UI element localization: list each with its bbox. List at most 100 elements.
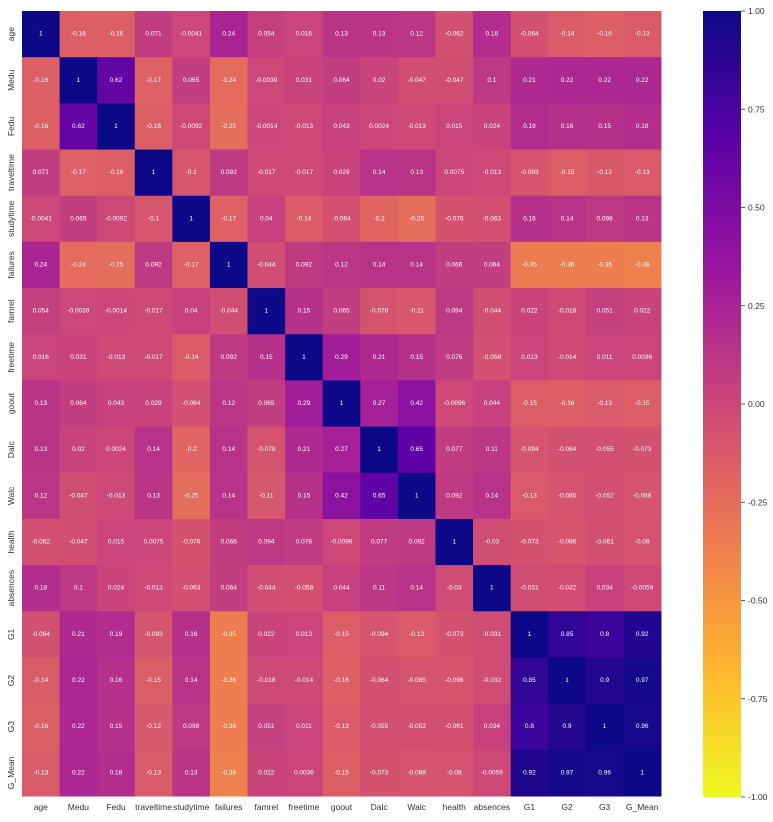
heatmap-cell xyxy=(473,703,512,751)
cell-value-label: -0.063 xyxy=(483,215,502,222)
heatmap-cell xyxy=(209,703,249,751)
heatmap-cell xyxy=(22,57,61,104)
cell-value-label: -0.11 xyxy=(410,308,425,315)
cell-value-label: -0.0092 xyxy=(105,215,127,222)
x-tick-label: goout xyxy=(331,802,353,812)
cell-value-label: -0.076 xyxy=(445,215,464,222)
heatmap-cell xyxy=(510,11,549,58)
heatmap-cell xyxy=(97,565,136,612)
heatmap-cell xyxy=(510,565,549,612)
cell-value-label: 0.022 xyxy=(258,631,275,638)
heatmap-cell xyxy=(22,518,61,566)
heatmap-cell xyxy=(134,518,173,566)
heatmap-cell xyxy=(548,657,587,705)
cell-value-label: -0.36 xyxy=(560,261,575,268)
heatmap-cell xyxy=(209,288,249,335)
heatmap-cell xyxy=(623,657,662,705)
heatmap-cell xyxy=(360,241,399,289)
cell-value-label: -0.13 xyxy=(409,631,424,638)
heatmap-cell xyxy=(59,472,98,520)
cell-value-label: 0.13 xyxy=(335,31,348,38)
cell-value-label: -0.061 xyxy=(595,539,614,546)
heatmap-cell xyxy=(59,11,98,58)
cell-value-label: 0.42 xyxy=(335,492,348,499)
heatmap-cell xyxy=(59,380,98,428)
heatmap-cell xyxy=(585,703,624,751)
cell-value-label: 0.054 xyxy=(33,308,50,315)
cell-value-label: 0.14 xyxy=(561,215,574,222)
cell-value-label: -0.064 xyxy=(370,677,389,684)
heatmap-cell xyxy=(360,288,399,335)
cell-value-label: -0.073 xyxy=(370,769,389,776)
cell-value-label: 1 xyxy=(490,585,494,592)
heatmap-cell xyxy=(97,11,136,58)
heatmap-cell xyxy=(322,241,361,289)
cell-value-label: 1 xyxy=(340,400,344,407)
heatmap-cell xyxy=(322,57,361,104)
heatmap-cell xyxy=(247,288,286,335)
cell-value-label: -0.088 xyxy=(407,769,426,776)
heatmap-cell-labels: 1 -0.16 -0.16 0.071 -0.0041 0.24 0.054 0.016 0.1… xyxy=(30,31,654,777)
cell-value-label: 0.094 xyxy=(446,308,463,315)
x-tick-label: G1 xyxy=(524,802,536,812)
cell-value-label: -0.13 xyxy=(33,769,48,776)
heatmap-cell xyxy=(322,472,361,520)
heatmap-cell xyxy=(285,518,324,566)
cell-value-label: 0.02 xyxy=(72,446,85,453)
cell-value-label: -0.17 xyxy=(71,169,86,176)
heatmap-cell xyxy=(548,565,587,612)
cell-value-label: 0.098 xyxy=(596,215,613,222)
cell-value-label: -0.044 xyxy=(483,308,502,315)
cell-value-label: 0.29 xyxy=(335,354,348,361)
cell-value-label: 0.0024 xyxy=(106,446,126,453)
cell-value-label: -0.018 xyxy=(558,308,577,315)
heatmap-cell xyxy=(548,11,587,58)
heatmap-cell xyxy=(97,657,136,705)
heatmap-cell xyxy=(22,657,61,705)
heatmap-cell xyxy=(134,57,173,104)
heatmap-cell xyxy=(585,288,624,335)
cell-value-label: 0.62 xyxy=(110,77,123,84)
cell-value-label: 0.04 xyxy=(185,308,198,315)
heatmap-cell xyxy=(585,195,624,243)
heatmap-cell xyxy=(209,149,249,197)
heatmap-cell xyxy=(510,749,549,797)
heatmap-cell xyxy=(22,149,61,197)
heatmap-cell xyxy=(548,149,587,197)
x-tick-label: absences xyxy=(474,802,510,812)
cell-value-label: 0.13 xyxy=(34,400,47,407)
heatmap-cell xyxy=(134,288,173,335)
cell-value-label: 0.064 xyxy=(70,400,87,407)
heatmap-cell xyxy=(360,103,399,151)
cell-value-label: -0.073 xyxy=(520,539,539,546)
cell-value-label: -0.16 xyxy=(560,400,575,407)
cell-value-label: 0.016 xyxy=(296,31,313,38)
heatmap-cell xyxy=(435,334,474,381)
cell-value-label: -0.03 xyxy=(447,585,462,592)
heatmap-cell xyxy=(510,149,549,197)
cell-value-label: 0.62 xyxy=(72,123,85,130)
heatmap-cell xyxy=(585,334,624,381)
cell-value-label: 1 xyxy=(415,492,419,499)
cell-value-label: 0.22 xyxy=(72,769,85,776)
heatmap-cell xyxy=(623,611,662,658)
heatmap-cell xyxy=(435,472,474,520)
heatmap-cell xyxy=(548,241,587,289)
cell-value-label: 0.15 xyxy=(260,354,273,361)
heatmap-cell xyxy=(510,472,549,520)
cell-value-label: 0.011 xyxy=(597,354,613,361)
cell-value-label: -0.0039 xyxy=(67,308,89,315)
cell-value-label: 0.65 xyxy=(410,446,423,453)
heatmap-cell xyxy=(285,472,324,520)
heatmap-cell xyxy=(172,426,211,474)
heatmap-cell xyxy=(322,611,361,658)
cell-value-label: -0.0014 xyxy=(255,123,277,130)
cell-value-label: -0.17 xyxy=(221,215,236,222)
heatmap-cell xyxy=(22,611,61,658)
cell-value-label: -0.12 xyxy=(597,169,612,176)
y-tick-label: studytime xyxy=(6,200,16,237)
cell-value-label: 0.97 xyxy=(636,677,649,684)
heatmap-cell xyxy=(322,11,361,58)
heatmap-cell xyxy=(172,334,211,381)
heatmap-cell xyxy=(585,611,624,658)
